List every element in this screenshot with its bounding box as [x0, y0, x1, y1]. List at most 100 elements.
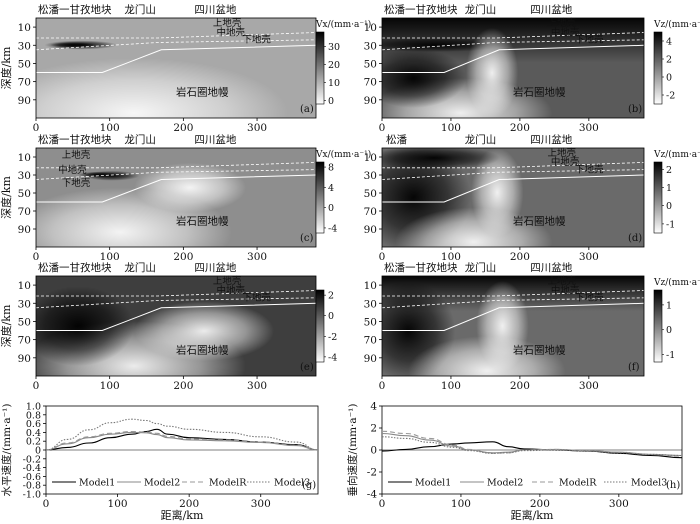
layer-label: 中地壳	[551, 284, 580, 296]
layer-label: 下地壳	[575, 163, 604, 175]
y-tick-label: 50	[18, 58, 31, 70]
y-tick-label: 10	[364, 22, 377, 34]
y-tick-label: 90	[364, 95, 377, 107]
y-tick-label: 50	[18, 188, 31, 200]
colorbar-tick-label: 2	[666, 55, 672, 66]
depth-axis-label: 深度/km	[0, 46, 13, 89]
x-tick-label: 0	[379, 380, 386, 392]
colorbar	[653, 31, 663, 105]
colorbar	[315, 31, 325, 105]
colorbar	[653, 161, 663, 234]
layer-label: 上地壳	[547, 17, 576, 29]
x-tick-label: 0	[33, 251, 40, 263]
y-tick-label: 30	[364, 298, 377, 310]
legend-label: Model1	[79, 478, 115, 489]
y-tick-label: 90	[18, 224, 31, 236]
panel-label: (h)	[666, 480, 680, 491]
layer-label: 下地壳	[62, 177, 91, 189]
moho-boundary	[36, 302, 316, 331]
x-tick-label: 200	[510, 380, 530, 392]
colorbar	[315, 289, 325, 363]
y-tick-label: -0.4	[23, 463, 41, 474]
x-tick-label: 300	[609, 498, 629, 510]
series-line-model1	[381, 441, 683, 459]
panel-frame	[381, 147, 645, 248]
middle-lower-crust-boundary	[382, 169, 644, 180]
y-tick-label: 70	[364, 77, 377, 89]
x-tick-label: 0	[379, 251, 386, 263]
colorbar-title: Vx/(mm·a⁻¹)	[315, 19, 371, 30]
x-tick-label: 200	[173, 122, 193, 134]
colorbar-tick-label: 1	[666, 183, 672, 194]
middle-lower-crust-boundary	[382, 297, 644, 309]
y-tick-label: 70	[364, 206, 377, 218]
x-tick-label: 0	[33, 122, 40, 134]
y-tick-label: 50	[18, 316, 31, 328]
panel-label: (d)	[628, 233, 642, 244]
depth-axis-label: 深度/km	[0, 176, 13, 219]
x-tick-label: 100	[441, 122, 461, 134]
layer-label: 上地壳	[213, 275, 242, 287]
y-tick-label: 90	[18, 95, 31, 107]
colorbar-title: Vz/(mm·a⁻¹)	[653, 277, 700, 288]
layer-label: 上地壳	[547, 147, 576, 159]
y-tick-label: 0.6	[26, 419, 41, 430]
heatmap-field-c	[36, 148, 316, 247]
middle-lower-crust-boundary	[36, 39, 316, 51]
x-tick-label: 200	[179, 498, 199, 510]
middle-lower-crust-boundary	[382, 39, 644, 51]
x-tick-label: 100	[100, 122, 120, 134]
x-tick-label: 300	[247, 251, 267, 263]
moho-boundary	[36, 44, 316, 73]
region-label: 松潘一甘孜地块	[38, 133, 112, 146]
layer-label: 上地壳	[213, 17, 242, 29]
moho-boundary	[382, 302, 644, 331]
x-tick-label: 100	[451, 498, 471, 510]
y-tick-label: 10	[18, 152, 31, 164]
y-axis-title: 垂向速度/(mm·a⁻¹)	[346, 404, 359, 497]
region-label: 龙门山	[124, 3, 156, 16]
x-tick-label: 100	[441, 251, 461, 263]
layer-label: 中地壳	[551, 26, 580, 38]
layer-label: 下地壳	[242, 34, 271, 46]
colorbar-tick-label: 0	[666, 201, 672, 212]
region-label: 四川盆地	[530, 133, 572, 146]
y-tick-label: 10	[364, 152, 377, 164]
colorbar-tick-label: 2	[328, 291, 334, 302]
layer-label: 岩石圈地幔	[176, 215, 229, 228]
moho-boundary	[382, 174, 644, 203]
colorbar	[653, 289, 663, 363]
panel-g: Model1 Model2 ModelR Model3 0 100 200 300 1.00.8…	[0, 402, 319, 522]
y-tick-label: 4	[370, 401, 377, 413]
region-label: 龙门山	[465, 133, 497, 146]
panel-h: Model1 Model2 ModelR Model3 0 100 200 300 4 2 0 -2 -…	[346, 401, 683, 522]
x-tick-label: 200	[510, 251, 530, 263]
colorbar-tick-label: 0	[328, 311, 334, 322]
moho-boundary	[36, 174, 316, 203]
layer-label: 中地壳	[58, 164, 87, 176]
region-label: 龙门山	[124, 133, 156, 146]
y-tick-label: 70	[18, 335, 31, 347]
colorbar-tick-label: -4	[328, 223, 337, 234]
layer-label: 岩石圈地幔	[513, 343, 566, 356]
x-tick-label: 0	[379, 122, 386, 134]
y-axis-title: 水平速度/(mm·a⁻¹)	[0, 404, 13, 497]
y-tick-label: 0.4	[26, 428, 41, 439]
colorbar-tick-label: -1	[666, 350, 675, 361]
colorbar-tick-label: 10	[328, 78, 340, 89]
region-label: 四川盆地	[194, 3, 236, 16]
layer-label: 下地壳	[242, 292, 271, 304]
x-tick-label: 100	[100, 380, 120, 392]
layer-label: 下地壳	[575, 292, 604, 304]
y-tick-label: 90	[364, 353, 377, 365]
region-label: 四川盆地	[194, 261, 236, 274]
x-tick-label: 200	[510, 122, 530, 134]
y-tick-label: 10	[18, 280, 31, 292]
y-tick-label: 30	[364, 170, 377, 182]
region-label: 松潘一甘孜地块	[38, 3, 112, 16]
y-tick-label: 90	[364, 224, 377, 236]
colorbar	[315, 161, 325, 234]
